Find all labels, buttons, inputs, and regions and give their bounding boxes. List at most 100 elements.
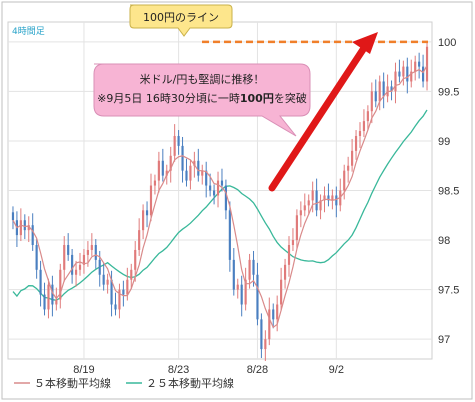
candle-body [47,284,50,310]
ma5-layer [12,65,428,329]
candle [248,253,251,289]
candle [110,270,113,317]
ma25-line [12,109,428,301]
candle-body [118,289,121,310]
ma5-line [12,65,428,329]
candle-body [39,269,42,295]
candle-body [311,190,314,201]
candle [78,252,82,276]
candle [130,263,133,289]
candle-body [86,249,89,255]
candle [43,282,46,316]
candle [11,206,15,230]
candle [335,186,338,218]
candle-body [134,249,137,270]
candle [213,184,216,205]
candle-body [240,284,243,305]
candle [51,275,54,317]
candle [315,178,318,217]
candle [402,60,405,86]
candle-body [213,190,216,196]
callout-line2-prefix: ※9月5日 16時30分頃に一時 [97,92,240,105]
candle-body [323,195,326,201]
candle [422,54,425,88]
candle-body [327,195,330,201]
candle-body [331,195,334,201]
candle [173,124,176,162]
candle-body [268,309,271,340]
candle-body [256,274,259,320]
candle [122,280,125,307]
reference-label-text: 100円のライン [143,11,219,24]
candle [283,258,287,289]
y-tick-label: 97.5 [438,285,459,297]
candle [181,136,184,183]
candle [169,146,172,183]
candle-body [98,259,101,275]
candle [67,233,70,261]
candle [82,248,86,274]
candle-body [260,319,263,350]
candle [157,151,160,193]
candle-body [398,71,401,77]
candle [232,247,235,296]
candle-body [35,245,38,270]
candle-body [307,200,310,206]
candle-body [224,185,227,211]
candle-body [142,210,145,231]
callout-line2-bold: 100円 [240,92,274,105]
candle-body [209,185,212,191]
x-tick-label: 8/19 [73,364,94,376]
candle-body [165,170,168,176]
candle-body [82,254,86,265]
x-axis: 8/19 8/23 8/28 9/2 [73,364,344,376]
trend-arrow-head [352,32,378,54]
candle-body [422,66,425,82]
y-tick-label: 97 [438,334,450,346]
candle [406,57,409,94]
candle-body [374,91,377,102]
candle-body [19,220,22,236]
reference-label-bubble [129,4,233,37]
candle-body [110,279,113,305]
candle-body [161,160,164,176]
candle [240,275,243,317]
candle-body [71,254,74,275]
candle [370,82,373,124]
candle-body [232,259,235,290]
candle [351,138,354,172]
candle [347,156,350,183]
candle-body [27,225,30,231]
candle-body [63,245,66,270]
candle-body [78,264,82,270]
candle-body [280,279,283,305]
candle [59,263,62,309]
candle-body [23,220,26,231]
candle [268,297,271,346]
candle [303,193,306,217]
candle-body [283,264,287,280]
legend-label-ma5: ５本移動平均線 [34,376,111,390]
ma25-layer [12,109,428,301]
candle [118,283,121,319]
candle [280,267,283,311]
candle-body [126,279,129,295]
trend-arrow [268,32,378,192]
candle [343,164,346,200]
period-label: 4時間足 [12,26,45,37]
candle-body [173,135,176,156]
candle-body [157,160,160,181]
candle [149,173,153,222]
x-tick-label: 8/28 [247,364,268,376]
candle [366,105,369,131]
candle [299,201,302,228]
x-tick-label: 9/2 [329,364,344,376]
candle-body [185,170,188,181]
candle-body [248,259,251,280]
y-tick-label: 98 [438,235,450,247]
candle-body [55,299,58,305]
candle-body [106,279,109,285]
candle [71,248,74,284]
candle-body [299,210,302,216]
candle-body [145,210,149,216]
